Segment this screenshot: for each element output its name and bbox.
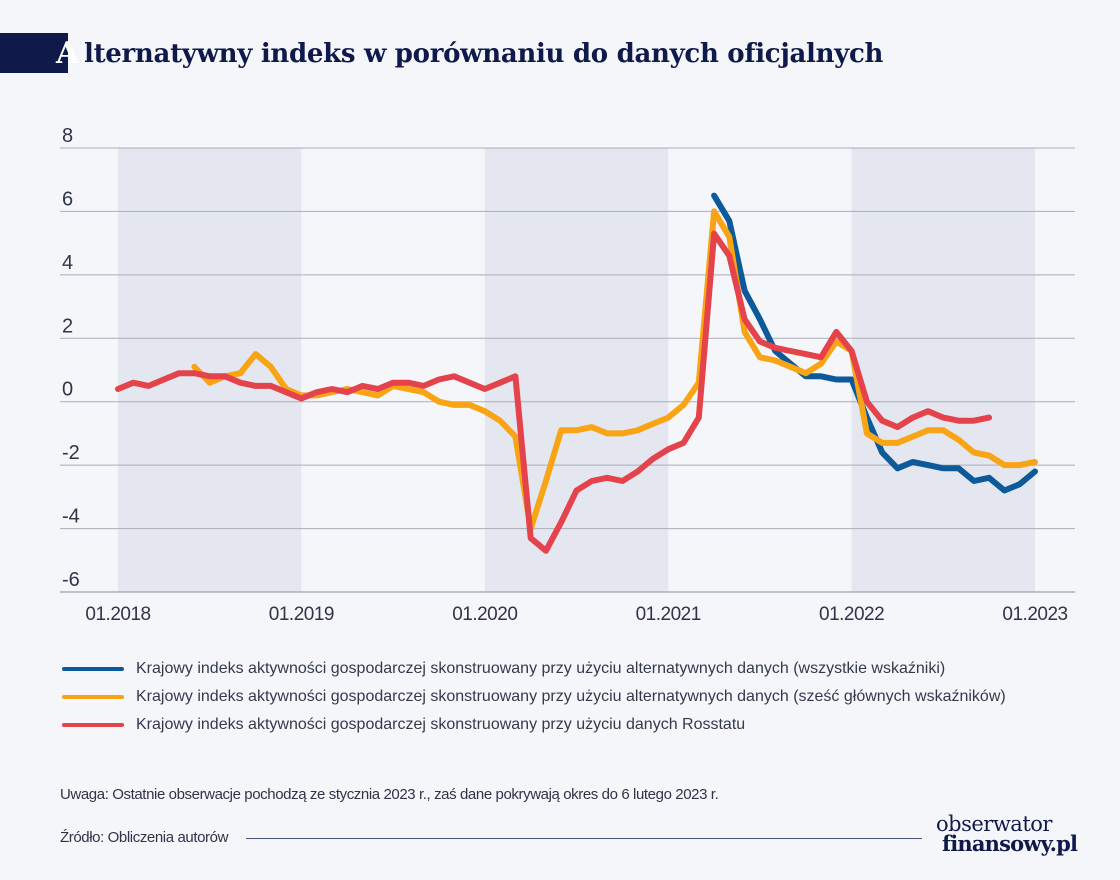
- legend-item-six-indicators: Krajowy indeks aktywności gospodarczej s…: [62, 683, 1006, 711]
- y-tick-label: 6: [62, 188, 73, 210]
- x-tick-label: 01.2021: [636, 604, 701, 625]
- x-tick-label: 01.2018: [85, 604, 150, 625]
- x-tick-label: 01.2020: [452, 604, 517, 625]
- line-chart: 8 6 4 2 0 -2 -4 -6 01.2018 01.2019 01.2020 01.2021…: [60, 125, 1075, 625]
- year-shading: [118, 148, 1035, 592]
- title-accent-bar: [0, 33, 68, 73]
- y-axis-ticks: 8 6 4 2 0 -2 -4 -6: [62, 125, 80, 591]
- y-tick-label: -6: [62, 569, 80, 591]
- legend: Krajowy indeks aktywności gospodarczej s…: [62, 655, 1006, 739]
- source-divider: [246, 838, 922, 839]
- x-tick-label: 01.2019: [269, 604, 334, 625]
- y-tick-label: -4: [62, 506, 80, 528]
- series-lines: [115, 192, 1038, 554]
- legend-item-all-indicators: Krajowy indeks aktywności gospodarczej s…: [62, 655, 1006, 683]
- legend-swatch: [62, 667, 124, 671]
- legend-item-rosstat: Krajowy indeks aktywności gospodarczej s…: [62, 711, 1006, 739]
- y-tick-label: -2: [62, 442, 80, 464]
- chart-source: Źródło: Obliczenia autorów: [60, 829, 229, 846]
- series-line-3: [115, 230, 993, 554]
- x-axis-ticks: 01.2018 01.2019 01.2020 01.2021 01.2022 01.20…: [85, 604, 1068, 625]
- legend-swatch: [62, 723, 124, 727]
- chart-title: lternatywny indeks w porównaniu do danyc…: [84, 39, 884, 69]
- legend-label: Krajowy indeks aktywności gospodarczej s…: [136, 660, 946, 677]
- y-tick-label: 8: [62, 125, 73, 147]
- title-first-letter: A: [56, 36, 80, 71]
- legend-label: Krajowy indeks aktywności gospodarczej s…: [136, 716, 746, 733]
- legend-label: Krajowy indeks aktywności gospodarczej s…: [136, 688, 1006, 705]
- legend-swatch: [62, 695, 124, 699]
- y-tick-label: 2: [62, 315, 73, 337]
- shade-2022: [851, 148, 1035, 592]
- y-tick-label: 4: [62, 252, 73, 274]
- y-tick-label: 0: [62, 379, 73, 401]
- shade-2020: [484, 148, 669, 592]
- x-tick-label: 01.2023: [1002, 604, 1067, 625]
- brand-logo: obserwator finansowy.pl: [936, 812, 1078, 856]
- logo-line1: obserwator: [936, 812, 1052, 836]
- x-tick-label: 01.2022: [819, 604, 884, 625]
- chart-note: Uwaga: Ostatnie obserwacje pochodzą ze s…: [60, 786, 719, 803]
- logo-line2: finansowy.pl: [942, 831, 1078, 856]
